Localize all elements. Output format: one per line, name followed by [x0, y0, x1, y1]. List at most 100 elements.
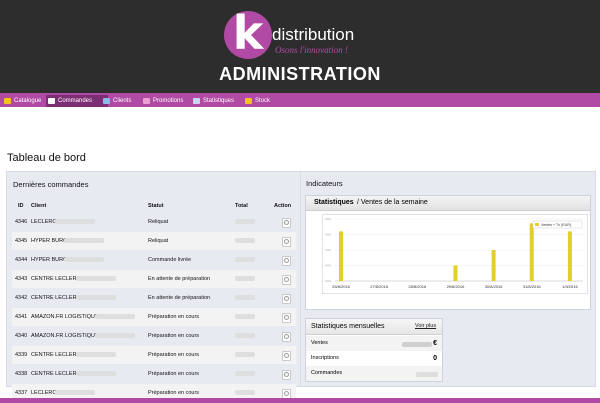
redacted-value: [416, 372, 438, 377]
redacted-total: [235, 390, 255, 395]
y-tick-label: [325, 264, 331, 267]
weekly-stats-box: Statistiques / Ventes de la semaine 25/8…: [305, 195, 591, 310]
x-tick-label: 28/8/2016: [408, 284, 427, 289]
x-tick-label: 27/8/2016: [370, 284, 389, 289]
redacted-client: [76, 276, 117, 281]
view-icon[interactable]: [282, 313, 291, 323]
order-client: LECLERC: [31, 219, 57, 225]
col-status-header: Statut: [148, 203, 164, 209]
stats-title-rest: / Ventes de la semaine: [357, 199, 428, 206]
logo-word: distribution: [272, 25, 355, 44]
table-row[interactable]: 4340 AMAZON.FR LOGISTIQUE Préparation en c…: [12, 327, 296, 345]
order-id: 4342: [15, 295, 28, 301]
x-tick-label: 1/9/2016: [562, 284, 578, 289]
monthly-row-label: Ventes: [311, 340, 328, 346]
redacted-client: [76, 295, 117, 300]
order-status: Reliquat: [148, 238, 169, 244]
legend-label: Ventes + Tx (EUR): [541, 223, 571, 227]
sales-chart: 25/8/2016 27/8/2016 28/8/2016 29/8/2016 30/8…: [322, 214, 588, 294]
view-icon[interactable]: [282, 370, 291, 380]
view-icon[interactable]: [282, 256, 291, 266]
legend-swatch: [535, 223, 539, 226]
redacted-client: [76, 352, 117, 357]
logo-slogan: Osons l'innovation !: [275, 45, 348, 55]
order-id: 4338: [15, 371, 28, 377]
cart-icon: [48, 98, 55, 104]
order-status: Préparation en cours: [148, 314, 200, 320]
view-icon[interactable]: [282, 275, 291, 285]
table-row[interactable]: 4341 AMAZON.FR LOGISTIQUE Préparation en c…: [12, 308, 296, 326]
redacted-total: [235, 352, 255, 357]
monthly-row-inscriptions: Inscriptions 0: [306, 351, 442, 366]
table-row[interactable]: 4338 CENTRE LECLERC Préparation en cours: [12, 365, 296, 383]
redacted-total: [235, 314, 255, 319]
y-tick-label: [325, 218, 331, 220]
y-tick-label: [325, 233, 331, 236]
admin-title: ADMINISTRATION: [219, 64, 381, 84]
col-action-header: Action: [274, 203, 292, 209]
nav-item-statistiques[interactable]: Statistiques: [191, 95, 251, 107]
view-icon[interactable]: [282, 294, 291, 304]
order-id: 4337: [15, 390, 28, 396]
order-status: Reliquat: [148, 219, 169, 225]
monthly-row-label: Commandes: [311, 370, 343, 376]
x-tick-label: 29/8/2016: [447, 284, 466, 289]
legend-box: [532, 220, 583, 229]
monthly-row-label: Inscriptions: [311, 355, 339, 361]
view-icon[interactable]: [282, 351, 291, 361]
monthly-stats-header: Statistiques mensuelles Voir plus: [306, 319, 442, 335]
order-client: LECLERC: [31, 390, 57, 396]
redacted-total: [235, 295, 255, 300]
nav-item-catalogue[interactable]: Catalogue: [2, 95, 56, 107]
folder-icon: [4, 98, 11, 104]
view-icon[interactable]: [282, 332, 291, 342]
nav-item-promotions[interactable]: Promotions: [141, 95, 199, 107]
see-more-link[interactable]: Voir plus: [415, 323, 437, 329]
order-client: AMAZON.FR LOGISTIQUE: [31, 314, 99, 320]
table-row[interactable]: 4343 CENTRE LECLERC En attente de préparat…: [12, 270, 296, 288]
table-row[interactable]: 4342 CENTRE LECLERC En attente de préparat…: [12, 289, 296, 307]
table-row[interactable]: 4345 HYPER BURO Reliquat: [12, 232, 296, 250]
order-id: 4346: [15, 219, 28, 225]
chart-bar: [453, 265, 458, 281]
view-icon[interactable]: [282, 237, 291, 247]
table-row[interactable]: 4346 LECLERC Reliquat: [12, 213, 296, 231]
redacted-total: [235, 219, 255, 224]
order-status: Préparation en cours: [148, 333, 200, 339]
table-row[interactable]: 4344 HYPER BURO Commande livrée: [12, 251, 296, 269]
x-tick-label: 30/8/2016: [485, 284, 504, 289]
x-tick-label: 31/8/2016: [523, 284, 542, 289]
nav-item-label: Statistiques: [203, 98, 235, 104]
col-id-header: ID: [18, 203, 24, 209]
monthly-row-ventes: Ventes €: [306, 336, 442, 351]
chart-bar: [491, 250, 496, 281]
chart-bar: [529, 223, 534, 281]
table-row[interactable]: 4337 LECLERC Préparation en cours: [12, 384, 296, 402]
col-total-header: Total: [235, 203, 248, 209]
nav-item-clients[interactable]: Clients: [101, 95, 148, 107]
view-icon[interactable]: [282, 218, 291, 228]
nav-item-stock[interactable]: Stock: [243, 95, 285, 107]
table-row[interactable]: 4339 CENTRE LECLERC Préparation en cours: [12, 346, 296, 364]
redacted-total: [235, 276, 255, 281]
monthly-stats-box: Statistiques mensuelles Voir plus Ventes…: [305, 318, 443, 382]
redacted-client: [64, 238, 104, 243]
y-tick-label: [325, 249, 331, 251]
chart-bar: [339, 231, 343, 281]
y-tick-label: [325, 280, 331, 282]
nav-item-label: Commandes: [58, 98, 93, 104]
order-id: 4345: [15, 238, 28, 244]
order-status: Préparation en cours: [148, 390, 200, 396]
redacted-total: [235, 371, 255, 376]
x-tick-label: 25/8/2016: [332, 284, 351, 289]
order-id: 4343: [15, 276, 28, 282]
monthly-stats-title: Statistiques mensuelles: [311, 323, 385, 330]
redacted-client: [64, 257, 104, 262]
order-id: 4339: [15, 352, 28, 358]
col-client-header: Client: [31, 203, 47, 209]
main-nav: Catalogue Commandes Clients Promotions S…: [0, 93, 600, 107]
monthly-row-commandes: Commandes: [306, 366, 442, 381]
nav-item-commandes[interactable]: Commandes: [46, 95, 108, 107]
order-id: 4344: [15, 257, 28, 263]
redacted-total: [235, 257, 255, 262]
